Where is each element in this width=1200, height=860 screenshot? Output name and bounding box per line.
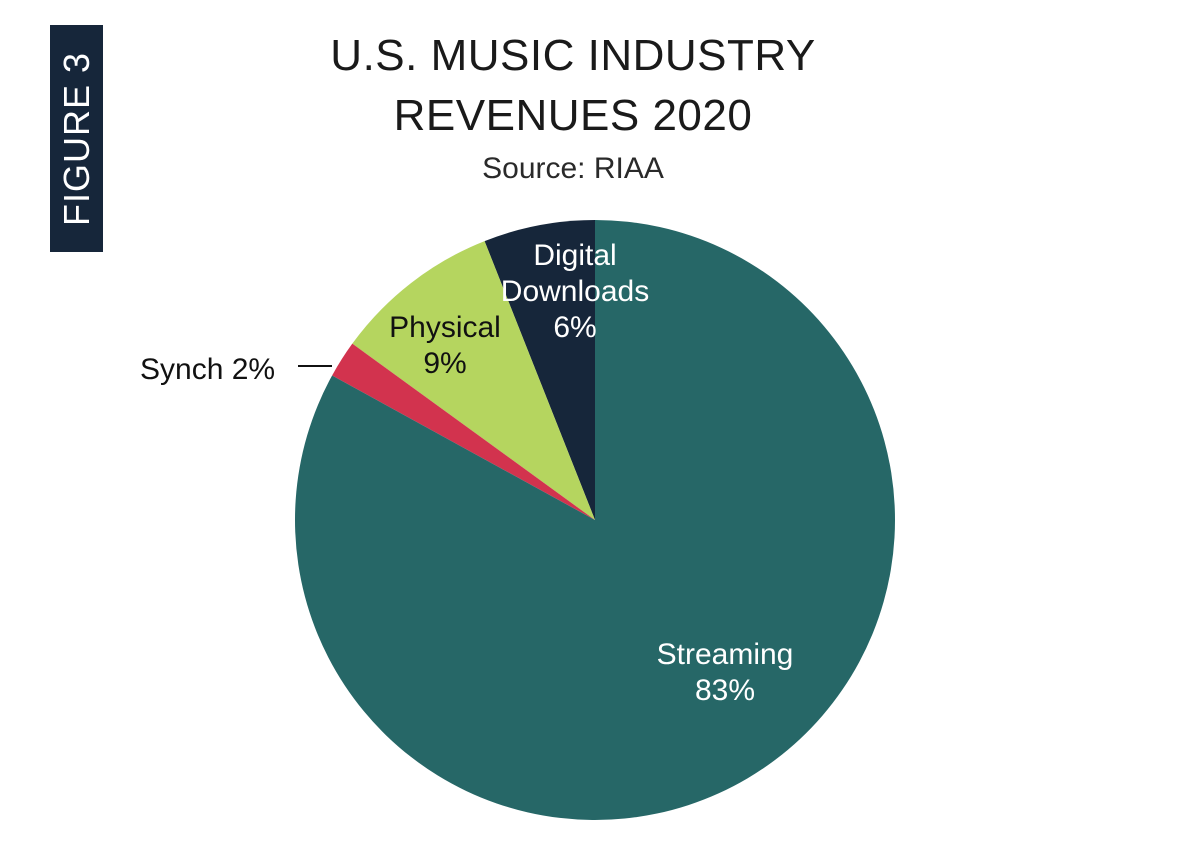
- chart-title: U.S. MUSIC INDUSTRY REVENUES 2020: [273, 26, 873, 146]
- pie-slice-physical: [352, 241, 595, 520]
- chart-title-line-2: REVENUES 2020: [393, 91, 753, 140]
- label-digital-downloads: Digital Downloads 6%: [490, 238, 660, 346]
- label-physical-value: 9%: [423, 347, 467, 380]
- label-synch-value: 2%: [231, 353, 276, 386]
- chart-subtitle: Source: RIAA: [482, 152, 664, 185]
- label-streaming-value: 83%: [694, 674, 756, 707]
- label-physical: Physical 9%: [370, 310, 520, 382]
- label-synch-name: Synch: [140, 353, 224, 386]
- label-streaming: Streaming 83%: [620, 637, 830, 709]
- label-streaming-name: Streaming: [656, 638, 794, 671]
- pie-slice-streaming: [294, 220, 895, 820]
- label-synch: Synch 2%: [140, 352, 275, 388]
- label-physical-name: Physical: [389, 311, 501, 344]
- pie-slice-synch: [332, 343, 595, 520]
- label-digital-downloads-name: Digital Downloads: [500, 239, 650, 308]
- figure-tag: FIGURE 3: [50, 25, 103, 252]
- label-digital-downloads-value: 6%: [553, 311, 597, 344]
- chart-title-line-1: U.S. MUSIC INDUSTRY: [330, 31, 816, 80]
- pie-slice-digital-downloads: [484, 220, 595, 520]
